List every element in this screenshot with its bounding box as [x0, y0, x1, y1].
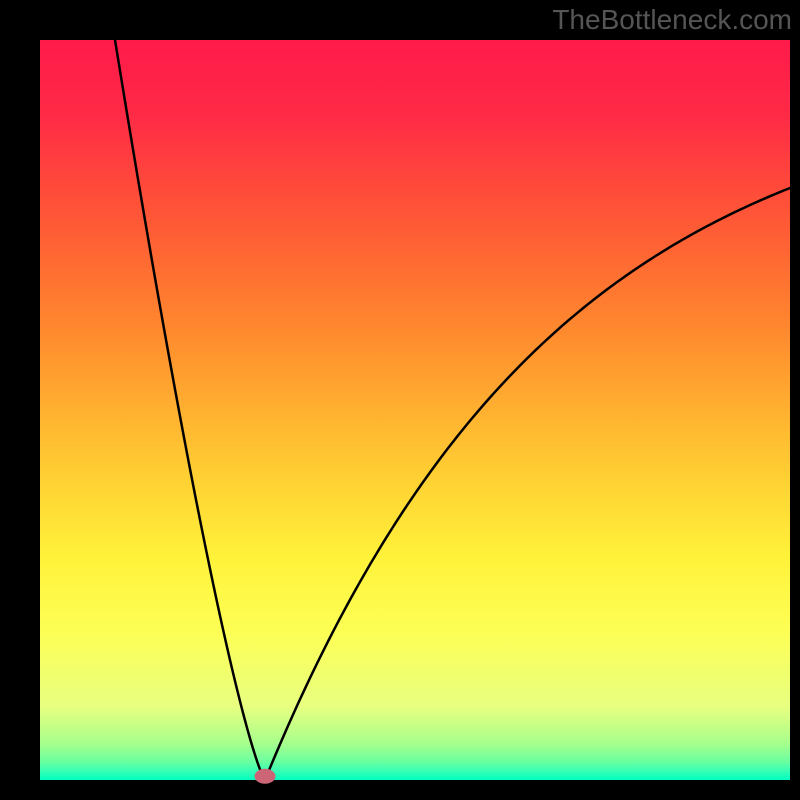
- bottleneck-chart: [0, 0, 800, 800]
- optimum-marker: [255, 769, 275, 783]
- chart-svg: [0, 0, 800, 800]
